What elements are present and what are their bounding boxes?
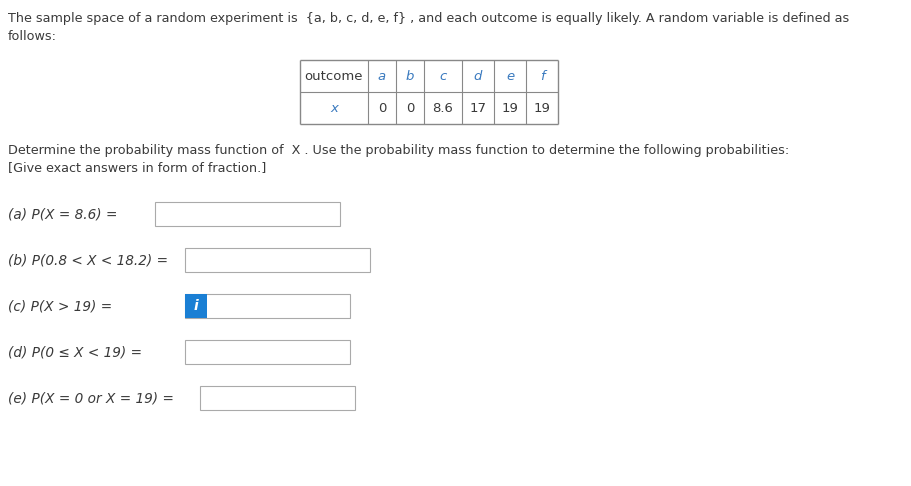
Text: b: b <box>405 69 414 83</box>
Text: Determine the probability mass function of  X . Use the probability mass functio: Determine the probability mass function … <box>8 144 788 157</box>
Text: follows:: follows: <box>8 30 57 43</box>
Text: (e) P(X = 0 or X = 19) =: (e) P(X = 0 or X = 19) = <box>8 391 174 405</box>
Bar <box>185 248 370 272</box>
Bar <box>200 386 354 410</box>
Bar <box>185 294 350 318</box>
Text: f: f <box>539 69 544 83</box>
Text: e: e <box>506 69 514 83</box>
Text: 8.6: 8.6 <box>432 102 453 115</box>
Text: [Give exact answers in form of fraction.]: [Give exact answers in form of fraction.… <box>8 161 266 174</box>
Text: 19: 19 <box>501 102 517 115</box>
Text: d: d <box>474 69 482 83</box>
Text: (a) P(X = 8.6) =: (a) P(X = 8.6) = <box>8 207 118 221</box>
Text: 17: 17 <box>469 102 486 115</box>
Text: The sample space of a random experiment is  {a, b, c, d, e, f} , and each outcom: The sample space of a random experiment … <box>8 12 848 25</box>
Text: outcome: outcome <box>304 69 363 83</box>
Text: (d) P(0 ≤ X < 19) =: (d) P(0 ≤ X < 19) = <box>8 345 142 359</box>
Bar <box>185 340 350 364</box>
Text: (c) P(X > 19) =: (c) P(X > 19) = <box>8 299 112 313</box>
Text: (b) P(0.8 < X < 18.2) =: (b) P(0.8 < X < 18.2) = <box>8 253 168 267</box>
Text: x: x <box>330 102 338 115</box>
Bar <box>155 202 340 226</box>
Text: i: i <box>193 299 199 313</box>
Text: a: a <box>377 69 385 83</box>
Text: 19: 19 <box>533 102 550 115</box>
Text: 0: 0 <box>377 102 385 115</box>
Text: 0: 0 <box>405 102 414 115</box>
Bar <box>185 294 207 318</box>
Text: c: c <box>439 69 446 83</box>
